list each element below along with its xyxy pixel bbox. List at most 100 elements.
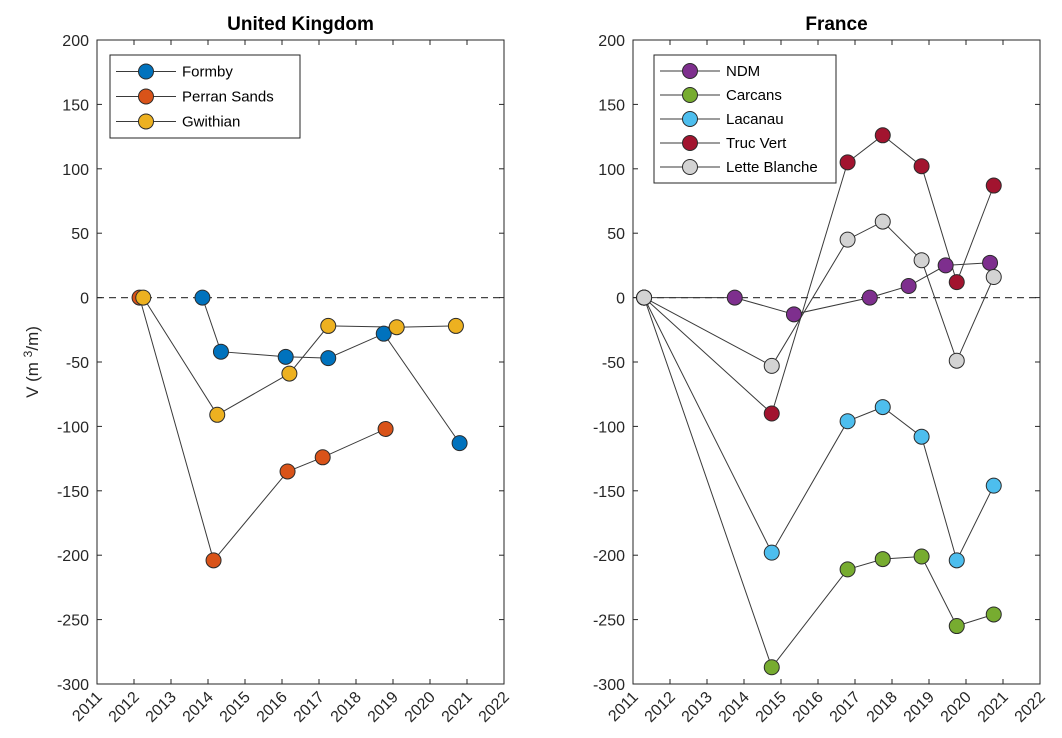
x-tick-label: 2019 bbox=[365, 689, 402, 726]
data-point-lette-blanche bbox=[839, 231, 856, 248]
data-point-formby bbox=[451, 435, 468, 452]
data-point-lette-blanche bbox=[636, 289, 653, 306]
data-point-formby bbox=[375, 325, 392, 342]
data-point-carcans bbox=[985, 606, 1002, 623]
data-point-lacanau bbox=[763, 544, 780, 561]
series-line-lacanau bbox=[643, 297, 995, 562]
y-tick-label: 50 bbox=[71, 226, 89, 243]
series-line-lette-blanche bbox=[643, 220, 995, 367]
y-tick-label: -300 bbox=[593, 677, 625, 694]
series-line-perran-sands bbox=[139, 297, 386, 562]
data-point-lacanau bbox=[874, 399, 891, 416]
legend-marker bbox=[682, 135, 698, 151]
chart-title: United Kingdom bbox=[227, 14, 374, 35]
data-point-gwithian bbox=[135, 289, 152, 306]
data-point-carcans bbox=[948, 618, 965, 635]
x-tick-label: 2015 bbox=[753, 689, 790, 726]
data-point-ndm bbox=[900, 278, 917, 295]
y-tick-label: 150 bbox=[62, 97, 89, 114]
legend-label: Truc Vert bbox=[726, 135, 787, 152]
x-tick-label: 2014 bbox=[180, 689, 217, 726]
x-tick-label: 2020 bbox=[402, 689, 439, 726]
y-tick-label: 200 bbox=[598, 33, 625, 50]
y-tick-label: 0 bbox=[80, 291, 89, 308]
data-point-ndm bbox=[785, 306, 802, 323]
data-point-lacanau bbox=[948, 552, 965, 569]
x-tick-label: 2021 bbox=[439, 689, 476, 726]
data-point-gwithian bbox=[281, 365, 298, 382]
data-point-lette-blanche bbox=[763, 357, 780, 374]
data-point-lacanau bbox=[985, 477, 1002, 494]
data-point-formby bbox=[212, 343, 229, 360]
data-point-gwithian bbox=[320, 317, 337, 334]
y-tick-label: 150 bbox=[598, 97, 625, 114]
data-point-truc-vert bbox=[763, 405, 780, 422]
legend-label: Perran Sands bbox=[182, 89, 274, 106]
data-point-ndm bbox=[982, 254, 999, 271]
legend-marker bbox=[682, 63, 698, 79]
data-point-perran-sands bbox=[279, 463, 296, 480]
y-tick-label: -250 bbox=[593, 613, 625, 630]
data-point-ndm bbox=[726, 289, 743, 306]
y-tick-label: -250 bbox=[57, 613, 89, 630]
x-tick-label: 2013 bbox=[679, 689, 716, 726]
data-point-truc-vert bbox=[985, 177, 1002, 194]
y-tick-label: 100 bbox=[598, 162, 625, 179]
series-line-formby bbox=[201, 297, 461, 444]
x-tick-label: 2020 bbox=[938, 689, 975, 726]
x-tick-label: 2017 bbox=[827, 689, 864, 726]
y-tick-label: -100 bbox=[57, 419, 89, 436]
data-point-perran-sands bbox=[205, 552, 222, 569]
data-point-truc-vert bbox=[839, 154, 856, 171]
legend-label: Carcans bbox=[726, 87, 782, 104]
y-axis-label-tail: /m) bbox=[23, 326, 42, 351]
data-point-lette-blanche bbox=[874, 213, 891, 230]
x-tick-label: 2022 bbox=[476, 689, 513, 726]
legend: NDM Carcans Lacanau Truc Vert Lette Blanche bbox=[653, 54, 837, 184]
series-line-gwithian bbox=[142, 297, 456, 416]
x-tick-label: 2012 bbox=[642, 689, 679, 726]
y-tick-label: -300 bbox=[57, 677, 89, 694]
y-axis-label-main: V (m bbox=[23, 357, 42, 398]
data-point-lette-blanche bbox=[985, 268, 1002, 285]
y-tick-label: -200 bbox=[593, 548, 625, 565]
data-point-carcans bbox=[763, 659, 780, 676]
legend-label: NDM bbox=[726, 63, 760, 80]
y-axis-label-superscript: 3 bbox=[21, 350, 35, 357]
y-tick-label: -100 bbox=[593, 419, 625, 436]
data-point-gwithian bbox=[447, 317, 464, 334]
data-point-carcans bbox=[874, 551, 891, 568]
x-tick-label: 2011 bbox=[605, 689, 641, 725]
legend: Formby Perran Sands Gwithian bbox=[109, 54, 301, 139]
x-tick-label: 2013 bbox=[143, 689, 180, 726]
y-tick-label: 50 bbox=[607, 226, 625, 243]
data-point-truc-vert bbox=[948, 274, 965, 291]
x-tick-label: 2021 bbox=[975, 689, 1012, 726]
data-point-gwithian bbox=[209, 406, 226, 423]
y-tick-label: -50 bbox=[66, 355, 89, 372]
chart-title: France bbox=[805, 14, 867, 35]
x-tick-label: 2012 bbox=[106, 689, 143, 726]
data-point-lacanau bbox=[839, 413, 856, 430]
x-tick-label: 2015 bbox=[217, 689, 254, 726]
y-axis-label: V (m 3/m) bbox=[21, 326, 42, 398]
data-point-lette-blanche bbox=[948, 352, 965, 369]
x-tick-label: 2018 bbox=[328, 689, 365, 726]
data-point-ndm bbox=[861, 289, 878, 306]
y-tick-label: 0 bbox=[616, 291, 625, 308]
x-tick-label: 2019 bbox=[901, 689, 938, 726]
legend-label: Lette Blanche bbox=[726, 159, 818, 176]
data-point-formby bbox=[194, 289, 211, 306]
data-point-perran-sands bbox=[314, 449, 331, 466]
data-point-ndm bbox=[937, 257, 954, 274]
data-point-truc-vert bbox=[913, 158, 930, 175]
series-line-carcans bbox=[643, 297, 994, 669]
x-tick-label: 2017 bbox=[291, 689, 328, 726]
legend-marker bbox=[138, 88, 154, 105]
data-point-carcans bbox=[913, 548, 930, 565]
legend-label: Formby bbox=[182, 64, 233, 81]
y-tick-label: -150 bbox=[593, 484, 625, 501]
legend-label: Lacanau bbox=[726, 111, 784, 128]
